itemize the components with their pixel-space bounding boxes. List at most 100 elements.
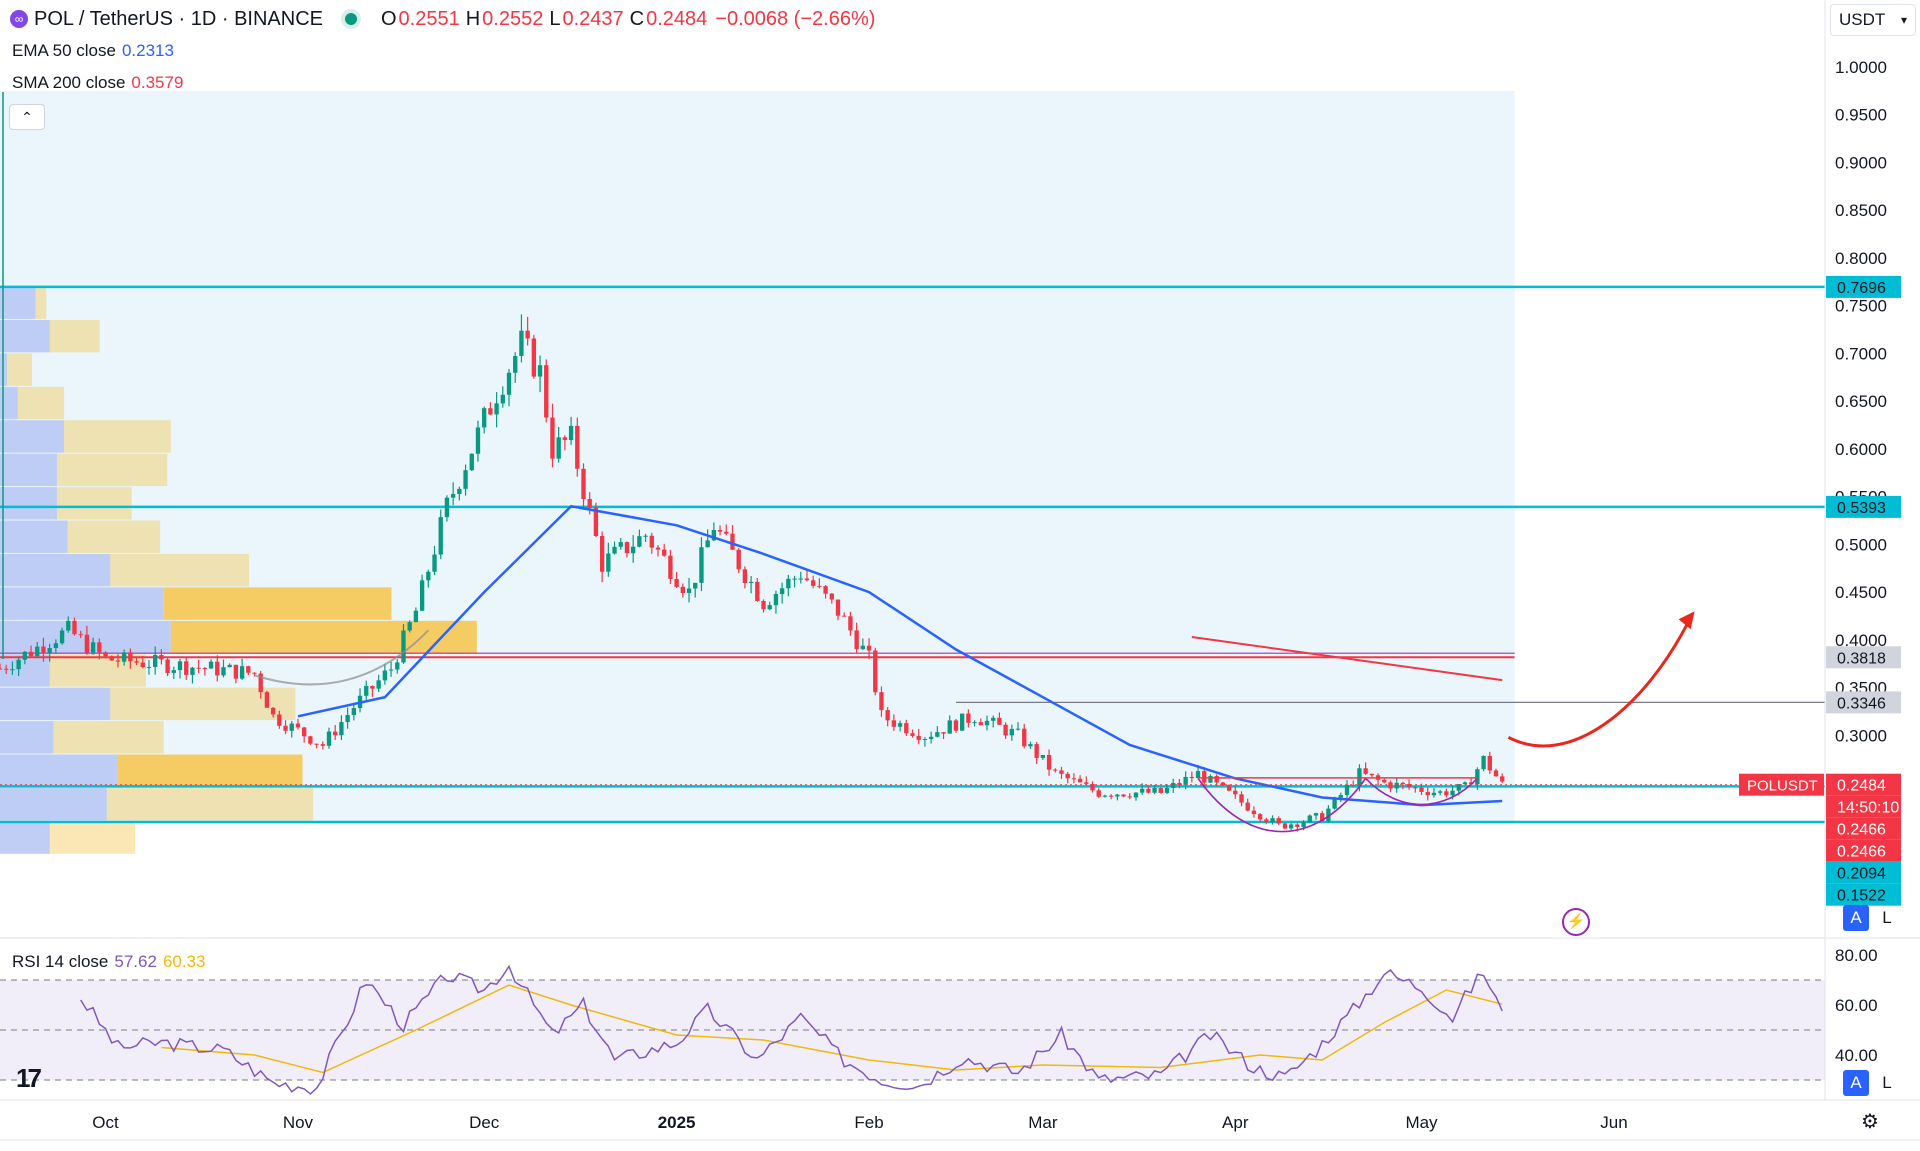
candle-body [308,736,313,744]
candle-body [388,669,394,671]
candle-body [568,425,574,441]
candle-body [1456,784,1461,791]
candle-body [121,652,127,662]
candle-body [1084,782,1089,784]
candle-body [587,499,592,508]
currency-selector[interactable]: USDT ▾ [1830,4,1916,36]
symbol-title[interactable]: POL / TetherUS · 1D · BINANCE [34,7,323,30]
rsi-auto-scale-button[interactable]: A [1843,1070,1869,1096]
tradingview-logo[interactable]: 17 [16,1063,42,1093]
vp-down-bar [17,386,65,420]
lightning-icon[interactable]: ⚡ [1562,908,1590,936]
drawing-shapes[interactable] [254,611,1695,833]
high-value: 0.2552 [482,7,544,30]
price-axis[interactable]: 1.05001.00000.95000.90000.85000.80000.75… [1824,0,1887,1100]
candle-body [128,652,133,662]
price-label-box [1826,275,1901,298]
candle-body [978,722,983,726]
candle-body [773,594,779,606]
candle-body [1382,779,1387,783]
candle-body [1034,744,1039,758]
candle-body [469,453,474,471]
candle-body [339,722,344,736]
high-label: H [465,7,481,30]
sma-legend[interactable]: SMA 200 close 0.3579 [12,73,183,93]
candle-body [643,535,648,537]
candle-body [1015,728,1021,730]
candle-body [668,555,673,579]
candle-body [910,733,915,736]
candle-body [513,356,518,373]
vp-down-bar [56,487,132,520]
candle-body [730,533,735,550]
rsi-value: 57.62 [114,952,157,971]
candle-body [364,685,369,696]
time-label: Apr [1222,1113,1249,1132]
candle-body [457,488,462,495]
candle-body [1288,824,1294,829]
ticker-badge: POLUSDT [1747,778,1818,795]
candle-body [649,535,654,548]
price-label-box [1826,773,1901,796]
price-label-box [1826,691,1901,714]
candle-body [562,437,568,441]
auto-scale-button[interactable]: A [1843,905,1869,931]
candle-body [1164,787,1170,793]
gear-icon[interactable]: ⚙ [1861,1111,1879,1133]
close-value: 0.2484 [646,7,708,30]
collapse-legend-button[interactable]: ⌃ [9,104,45,130]
price-label-text: 0.1522 [1837,888,1886,905]
rsi-ma-line [161,984,1503,1074]
candle-body [736,549,741,570]
horizontal-levels[interactable] [0,92,1825,824]
candle-body [1022,728,1027,747]
candle-body [295,723,301,728]
candle-body [1171,782,1176,788]
candle-body [1500,776,1505,782]
candle-body [488,408,493,415]
candle-body [233,664,239,679]
candle-body [792,578,797,580]
candle-body [550,417,555,459]
candle-body [22,651,28,660]
vp-down-bar [35,286,47,319]
candle-body [724,531,729,534]
chevron-up-icon: ⌃ [21,109,33,125]
candle-body [786,578,791,589]
candle-body [854,630,859,650]
price-tick: 0.8000 [1835,249,1887,268]
candle-body [97,642,102,653]
vp-down-bar [7,353,33,386]
vp-up-bar [0,487,57,520]
candle-body [904,723,909,734]
vp-up-bar [0,453,57,487]
projection-arrow [1507,620,1690,748]
candle-body [59,630,65,644]
candle-body [1338,794,1343,798]
vp-up-bar [0,587,164,620]
price-tick: 0.8500 [1835,201,1887,220]
candle-body [1295,824,1300,828]
pol-logo-icon: ∞ [10,10,28,28]
vp-up-bar [0,754,118,787]
candle-body [146,666,152,668]
candle-body [655,547,661,550]
candle-body [270,707,276,715]
rsi-log-scale-button[interactable]: L [1882,1073,1892,1092]
ema-legend[interactable]: EMA 50 close 0.2313 [12,41,174,61]
log-scale-button[interactable]: L [1882,908,1892,927]
candle-body [475,427,481,454]
candle-body [1264,819,1269,823]
candle-body [699,547,704,583]
candle-body [755,581,760,601]
candle-body [1133,792,1139,798]
candle-body [711,530,717,541]
candle-body [1202,771,1207,783]
ema-label: EMA 50 close [12,41,116,60]
rsi-legend[interactable]: RSI 14 close 57.62 60.33 [12,952,205,972]
candle-body [482,408,487,428]
candle-body [879,692,884,711]
time-axis[interactable]: Oct Nov Dec 2025 Feb Mar Apr May Jun [0,1099,1920,1141]
candle-body [630,546,636,554]
